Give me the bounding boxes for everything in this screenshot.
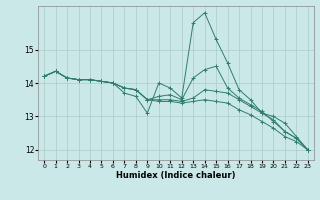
X-axis label: Humidex (Indice chaleur): Humidex (Indice chaleur) (116, 171, 236, 180)
